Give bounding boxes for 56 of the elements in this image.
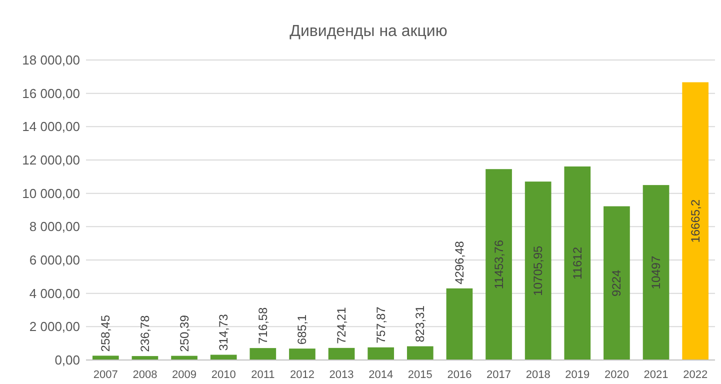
x-tick-label: 2012 [290,369,314,381]
x-tick-label: 2019 [565,369,590,381]
data-label: 716,58 [256,307,270,344]
y-tick-label: 10 000,00 [22,186,80,201]
y-tick-label: 14 000,00 [22,119,80,134]
bar [368,347,394,360]
bar [524,182,552,360]
y-tick-label: 18 000,00 [22,52,80,68]
x-tick-label: 2015 [408,369,432,381]
x-tick-label: 2017 [486,369,512,381]
x-tick-label: 2018 [526,369,550,381]
y-tick-label: 6 000,00 [29,252,80,268]
y-tick-label: 12 000,00 [22,152,80,168]
data-label: 823,31 [413,305,428,342]
data-label: 11612 [570,246,584,280]
bar [250,348,276,360]
data-label: 757,87 [374,306,388,344]
bar [289,348,316,360]
y-tick-label: 16 000,00 [22,86,80,101]
bar [406,346,434,360]
y-tick-label: 0,00 [54,352,80,368]
x-tick-label: 2009 [172,369,197,381]
x-tick-label: 2016 [447,369,472,381]
data-label: 685,1 [295,314,310,345]
x-tick-label: 2020 [604,369,629,381]
data-label: 724,21 [334,306,349,344]
bar [682,82,709,360]
data-label: 314,73 [216,314,231,351]
x-tick-label: 2011 [251,369,275,381]
bar [328,348,355,360]
x-tick-label: 2021 [644,369,668,381]
data-label: 10497 [649,256,664,290]
bar [446,288,473,360]
data-label: 236,78 [138,315,152,352]
x-tick-label: 2008 [132,369,158,381]
y-tick-label: 8 000,00 [29,219,80,234]
bar [564,166,591,360]
bar [486,169,512,360]
bar [92,356,119,360]
data-label: 9224 [610,269,624,296]
y-tick-label: 2 000,00 [29,319,80,334]
x-tick-label: 2022 [683,369,708,381]
data-label: 258,45 [98,314,113,352]
data-label: 250,39 [177,314,192,352]
chart-title: Дивиденды на акцию [290,23,448,40]
data-label: 10705,95 [531,245,546,296]
bar [642,185,670,360]
data-label: 16665,2 [688,199,702,243]
data-label: 4296,48 [452,240,466,284]
x-tick-label: 2007 [93,369,118,381]
x-tick-label: 2014 [368,369,394,381]
x-tick-label: 2010 [211,369,236,381]
data-label: 11453,76 [492,240,506,290]
y-tick-label: 4 000,00 [29,286,80,301]
x-tick-label: 2013 [329,369,354,381]
bar [604,206,630,360]
